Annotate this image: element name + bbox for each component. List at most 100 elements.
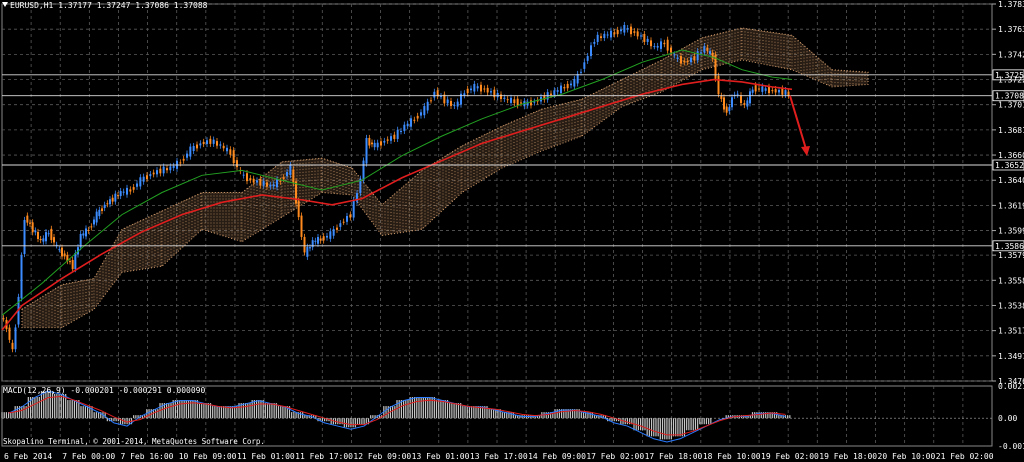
candle-body (673, 54, 676, 56)
candle-body (410, 118, 412, 127)
candle-body (473, 83, 476, 92)
candle-body (206, 140, 208, 145)
candle-body (686, 60, 689, 63)
x-tick-label: 10 Feb 09:00 (179, 452, 237, 461)
candle-body (576, 73, 579, 84)
candle-body (396, 129, 399, 139)
candle-body (295, 181, 297, 204)
candle-body (406, 123, 409, 127)
candle-body (666, 39, 669, 51)
candle-body (292, 169, 295, 183)
candle-body (703, 46, 706, 53)
candle-body (169, 166, 172, 171)
candle-body (550, 93, 552, 95)
candle-body (573, 79, 576, 87)
candle-body (142, 176, 145, 182)
macd-label: MACD(12,26,9) -0.000201 -0.000291 0.0000… (3, 386, 206, 395)
candle-body (87, 229, 90, 231)
candle-body (314, 240, 317, 242)
candle-body (690, 57, 692, 63)
candle-body (259, 178, 262, 186)
candle-body (596, 34, 599, 42)
candle-body (720, 95, 723, 99)
candle-body (336, 227, 338, 230)
candle-body (85, 228, 87, 237)
candle-body (71, 259, 74, 270)
candle-body (436, 90, 439, 97)
candle-body (446, 99, 449, 104)
candle-body (90, 226, 93, 228)
candle-body (229, 149, 232, 155)
candle-body (416, 115, 419, 119)
candle-body (616, 29, 619, 35)
candle-body (222, 145, 225, 149)
chart-header: EURUSD,H1 1.37177 1.37247 1.37086 1.3708… (2, 1, 208, 10)
candle-body (34, 230, 37, 233)
candle-body (693, 56, 696, 61)
candle-body (39, 239, 42, 241)
candle-body (349, 214, 352, 218)
candle-body (600, 36, 602, 39)
candle-body (109, 199, 111, 205)
candle-body (246, 173, 248, 182)
candle-body (156, 170, 158, 175)
copyright-text: Skopalino Terminal, © 2001-2014, MetaQuo… (3, 437, 265, 446)
candle-body (373, 142, 376, 148)
macd-pane: 0.002128 0.00 -0.001838 (1, 382, 1024, 451)
x-tick-label: 11 Feb 01:00 (237, 452, 295, 461)
collapse-triangle-icon[interactable] (2, 2, 8, 7)
candle-body (506, 99, 509, 101)
candle-body (426, 101, 429, 111)
candle-body (196, 144, 198, 149)
candle-body (663, 42, 666, 45)
candle-body (339, 223, 342, 227)
candle-body (365, 137, 368, 164)
candle-body (463, 93, 466, 96)
candle-body (390, 136, 392, 141)
candle-body (262, 180, 265, 186)
candle-body (553, 90, 556, 95)
candle-body (359, 178, 362, 194)
candle-body (282, 177, 285, 180)
candle-body (606, 34, 609, 36)
y-tick-label: 1.34970 (998, 352, 1024, 361)
candle-body (560, 85, 562, 94)
ichimoku-cloud (21, 27, 869, 329)
candle-body (252, 178, 255, 183)
x-tick-label: 6 Feb 2014 (4, 452, 52, 461)
time-axis[interactable]: 6 Feb 2014 7 Feb 00:00 7 Feb 16:00 10 Feb 0… (4, 452, 994, 461)
macd-signal-line (8, 395, 786, 436)
y-tick-label: 1.37220 (998, 76, 1024, 85)
y-tick-label: 1.35175 (998, 327, 1024, 336)
candle-body (42, 238, 45, 242)
candle-body (680, 56, 682, 64)
candle-body (326, 235, 328, 238)
candle-body (31, 222, 34, 233)
candle-body (493, 89, 496, 98)
x-tick-label: 14 Feb 09:00 (528, 452, 586, 461)
level-label: 1.35866 (995, 242, 1024, 251)
candle-body (650, 40, 652, 47)
y-tick-label: 1.35585 (998, 276, 1024, 285)
y-tick-label: 1.37835 (998, 0, 1024, 9)
candle-body (711, 52, 714, 59)
candle-body (95, 211, 98, 223)
candle-body (186, 153, 188, 158)
y-tick-label: 1.37015 (998, 101, 1024, 110)
candle-body (583, 62, 586, 69)
candle-body (26, 215, 29, 223)
candle-body (219, 144, 222, 146)
price-axis[interactable]: 1.37835 1.37630 1.37425 1.37220 1.37015 1.368… (992, 0, 1024, 386)
candle-body (456, 101, 459, 107)
candle-body (761, 86, 764, 92)
forecast-arrow (789, 95, 810, 157)
candle-body (23, 220, 26, 255)
candle-body (242, 174, 245, 176)
candle-body (266, 182, 268, 187)
candle-body (653, 46, 656, 48)
candle-body (182, 158, 185, 161)
candle-body (486, 87, 489, 93)
candle-body (226, 147, 228, 152)
candle-body (317, 237, 319, 244)
